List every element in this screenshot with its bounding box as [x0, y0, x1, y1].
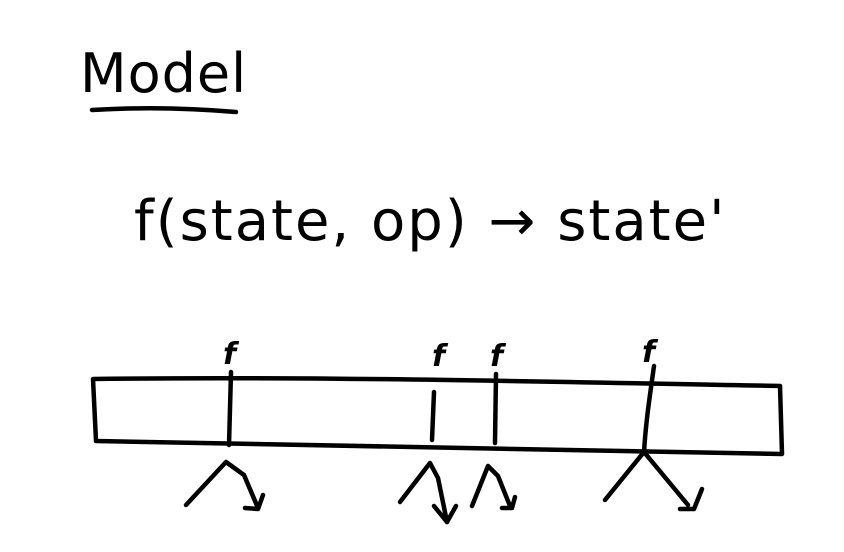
marker-line-1: [226, 369, 234, 448]
title-underline: [89, 106, 239, 115]
operation-marker-4: f: [602, 335, 705, 512]
state-transition-arrow-3: [469, 463, 513, 509]
marker-line-3: [492, 371, 499, 446]
arrowhead-1: [242, 492, 266, 512]
state-transition-arrow-2: [397, 460, 450, 525]
operation-marker-2: f: [397, 339, 459, 525]
marker-label-2: f: [432, 339, 449, 374]
state-transition-arrow-1: [183, 459, 261, 511]
marker-line-2: [429, 389, 437, 443]
arrowhead-3: [499, 494, 518, 511]
arrowhead-4: [677, 486, 705, 512]
transition-formula: f(state, op) → state': [134, 189, 726, 254]
marker-label-1: f: [223, 337, 240, 372]
marker-line-4: [641, 363, 657, 455]
marker-label-4: f: [642, 335, 659, 370]
marker-label-3: f: [490, 339, 507, 374]
diagram-title: Model: [80, 42, 247, 105]
timeline-bar: [90, 375, 785, 457]
operation-marker-1: f: [183, 337, 266, 512]
state-transition-arrow-4: [602, 449, 691, 508]
arrowhead-2: [431, 503, 459, 525]
operation-marker-3: f: [469, 339, 518, 511]
